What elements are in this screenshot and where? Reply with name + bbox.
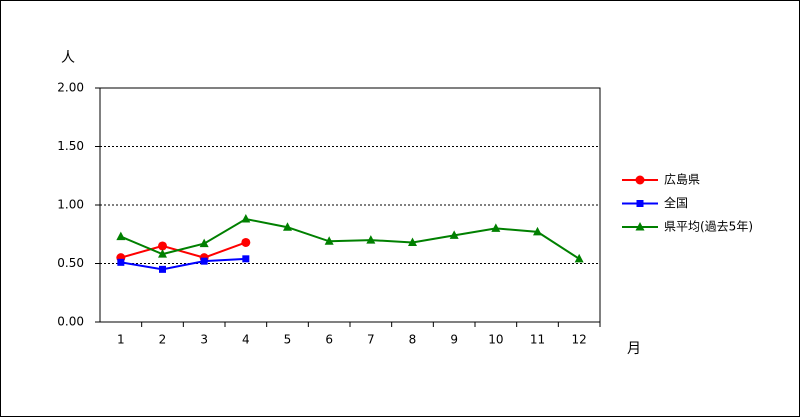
x-tick-label: 10	[488, 333, 503, 347]
x-tick-label: 7	[367, 333, 375, 347]
data-point	[491, 223, 501, 232]
data-point	[324, 236, 334, 245]
legend-label: 広島県	[664, 172, 700, 187]
x-tick-label: 12	[572, 333, 587, 347]
data-point	[158, 249, 167, 258]
x-tick-label: 9	[450, 333, 458, 347]
x-tick-label: 3	[200, 333, 208, 347]
y-axis-label: 人	[61, 50, 75, 66]
y-tick-label: 2.00	[57, 81, 84, 95]
data-point	[574, 253, 584, 263]
x-tick-label: 11	[530, 333, 545, 347]
series-line	[120, 241, 247, 259]
data-point	[241, 237, 251, 247]
x-tick-label: 4	[242, 333, 250, 347]
data-point	[366, 235, 376, 244]
legend-marker	[635, 175, 645, 185]
data-point	[117, 258, 125, 266]
data-point	[199, 238, 209, 248]
data-point	[159, 265, 166, 273]
series-line	[120, 257, 246, 271]
legend-label: 県平均(過去5年)	[664, 220, 753, 234]
data-point	[158, 241, 167, 251]
data-point	[200, 257, 208, 265]
x-axis-label: 月	[627, 341, 641, 357]
legend-marker	[636, 200, 644, 207]
x-tick-label: 6	[325, 333, 333, 347]
x-tick-label: 1	[117, 333, 125, 347]
data-point	[449, 230, 459, 239]
data-point	[241, 214, 251, 223]
y-tick-label: 0.00	[57, 315, 84, 329]
data-point	[242, 255, 250, 263]
y-tick-label: 1.00	[57, 198, 84, 212]
x-tick-label: 2	[159, 333, 167, 347]
series-line	[120, 217, 580, 260]
y-tick-label: 1.50	[57, 139, 84, 153]
data-point	[283, 222, 292, 231]
data-point	[533, 226, 542, 236]
x-tick-label: 8	[409, 333, 417, 347]
legend-marker	[635, 222, 645, 231]
y-tick-label: 0.50	[57, 256, 84, 270]
legend-label: 全国	[664, 195, 688, 210]
x-tick-label: 5	[284, 333, 292, 347]
data-point	[408, 237, 417, 246]
data-point	[116, 231, 126, 241]
